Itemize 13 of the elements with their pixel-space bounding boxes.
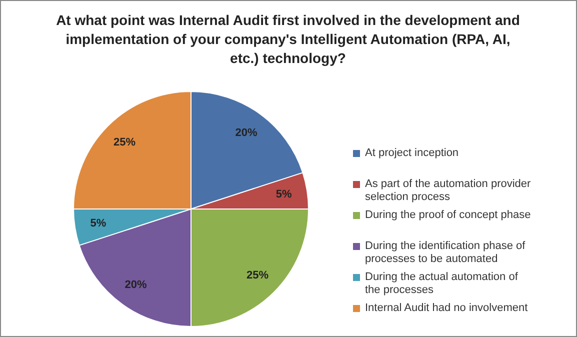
legend-label: Internal Audit had no involvement [365,302,529,315]
legend-label: During the actual automation of the processes [365,271,519,297]
data-label: 20% [235,126,258,139]
chart-title: At what point was Internal Audit first involved in the development and implementation of your company's Intelligent Automation (RPA, AI, etc.) technology? [55,11,521,68]
legend-label: During the proof of concept phase [365,209,532,222]
data-label: 20% [124,279,147,292]
data-label: 25% [114,136,136,149]
legend-label: At project inception [365,147,460,160]
legend-label: As part of the automation provider selection process [365,178,532,204]
data-label: 5% [276,188,292,200]
data-label: 25% [246,270,269,282]
legend-label: During the identification phase of processes to be automated [365,240,526,266]
data-label: 5% [90,218,106,230]
